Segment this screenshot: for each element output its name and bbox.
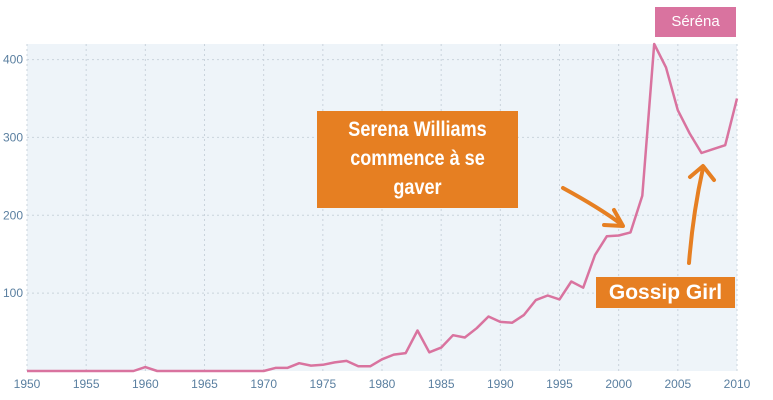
x-tick-label: 1965 (191, 377, 218, 391)
x-tick-label: 1975 (309, 377, 336, 391)
x-tick-label: 1990 (487, 377, 514, 391)
x-tick-label: 2005 (664, 377, 691, 391)
annotation-box-gossip (596, 277, 735, 308)
x-tick-label: 2000 (605, 377, 632, 391)
x-tick-label: 1995 (546, 377, 573, 391)
x-tick-label: 1970 (250, 377, 277, 391)
arrow-gossip (687, 166, 705, 265)
x-tick-label: 1985 (428, 377, 455, 391)
legend-box (655, 7, 736, 37)
x-tick-label: 2010 (724, 377, 751, 391)
annotation-serena-text: Serena Williams commence à se gaver (348, 118, 487, 199)
y-tick-label: 400 (3, 53, 23, 67)
x-tick-label: 1950 (14, 377, 41, 391)
annotation-arrows (561, 164, 716, 265)
arrow-serena-head (602, 208, 625, 228)
y-axis-ticks: 100 200 300 400 (3, 53, 23, 301)
annotation-box-serena (317, 111, 518, 208)
legend-series-name: Séréna (671, 13, 720, 30)
x-tick-label: 1980 (369, 377, 396, 391)
y-tick-label: 200 (3, 208, 23, 222)
annotation-gossip-text: Gossip Girl (608, 281, 723, 304)
x-tick-label: 1955 (73, 377, 100, 391)
y-tick-label: 300 (3, 130, 23, 144)
x-axis-ticks: 1950 1955 1960 1965 1970 1975 1980 1985 1990 1995… (14, 377, 751, 391)
arrow-serena (561, 186, 623, 226)
series-line-serena (27, 42, 739, 373)
arrow-gossip-head (688, 164, 716, 182)
y-tick-label: 100 (3, 286, 23, 300)
x-tick-label: 1960 (132, 377, 159, 391)
